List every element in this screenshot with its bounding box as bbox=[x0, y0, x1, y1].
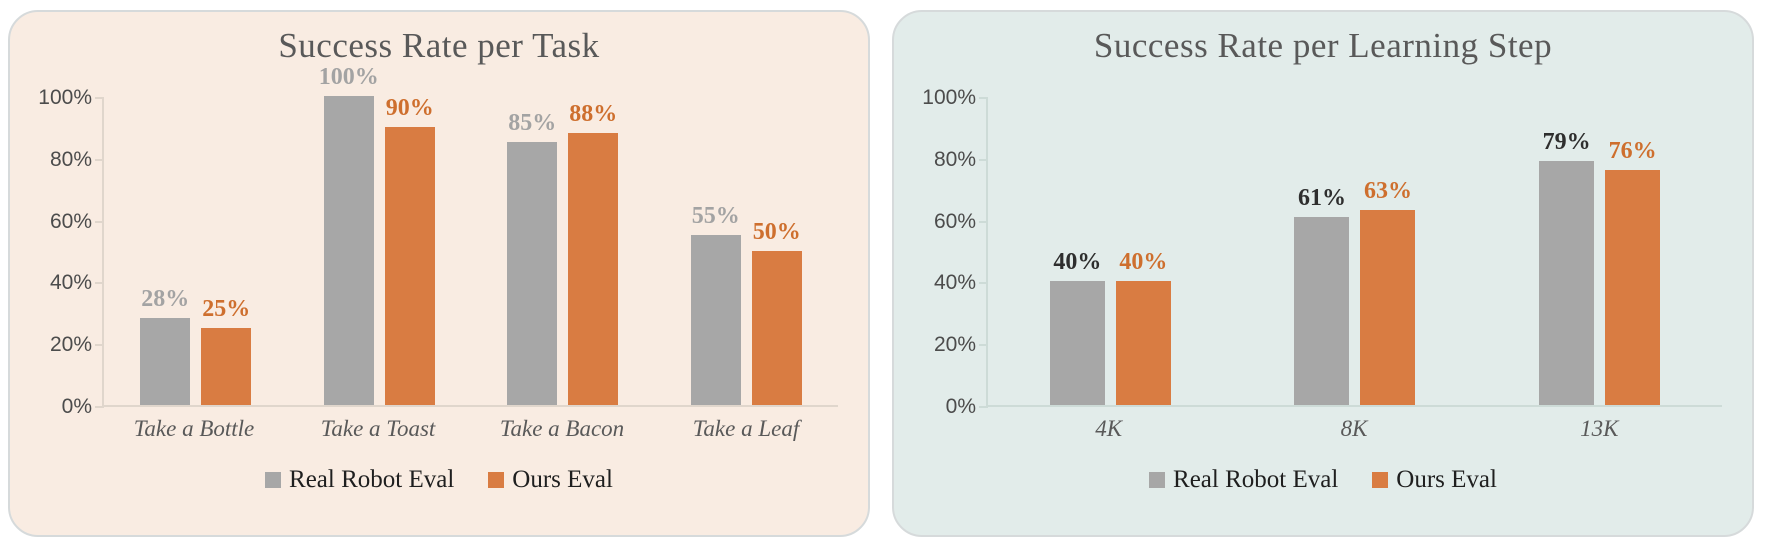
ours-eval-bar: 90% bbox=[384, 95, 435, 405]
legend-item: Ours Eval bbox=[488, 466, 613, 494]
bar-group: 55% 50% bbox=[690, 203, 802, 405]
plot-area: 40% 40% 61% 63% 79% 76% 100% 80% 60% 40% 20% 0% bbox=[922, 86, 1722, 418]
category-axis: 4K 8K 13K bbox=[986, 416, 1722, 442]
category-label: 8K bbox=[1340, 416, 1368, 441]
bar-group: 79% 76% bbox=[1539, 129, 1661, 405]
bar-value-label: 85% bbox=[508, 110, 557, 137]
plot-wrap: 28% 25% 100% 90% 85% 88% 55% 50% 100% 80% 60% 40% 2… bbox=[38, 64, 838, 418]
y-tick-mark bbox=[979, 220, 988, 223]
real-robot-eval-bar: 55% bbox=[690, 203, 741, 405]
y-tick-mark bbox=[95, 282, 104, 285]
bar-value-label: 90% bbox=[385, 94, 434, 121]
legend-label: Real Robot Eval bbox=[1173, 466, 1339, 493]
ours-eval-bar: 63% bbox=[1360, 178, 1416, 405]
bar-value-label: 25% bbox=[202, 295, 251, 322]
bar-group: 28% 25% bbox=[140, 286, 252, 405]
real-robot-eval-legend-swatch bbox=[1149, 472, 1166, 488]
y-tick-mark bbox=[95, 344, 104, 347]
real-robot-eval-bar: 40% bbox=[1049, 249, 1105, 405]
bars: 40% 40% 61% 63% 79% 76% bbox=[988, 98, 1722, 405]
legend: Real Robot Eval Ours Eval bbox=[894, 466, 1752, 494]
ours-eval-legend-swatch bbox=[1372, 472, 1389, 488]
y-tick-label: 80% bbox=[49, 147, 92, 171]
real-robot-eval-bar: 100% bbox=[319, 64, 379, 405]
bar-value-label: 28% bbox=[141, 286, 190, 313]
y-tick-label: 20% bbox=[933, 333, 976, 357]
bar-value-label: 50% bbox=[752, 218, 801, 245]
category-label: Take a Bacon bbox=[499, 416, 625, 441]
y-tick-mark bbox=[979, 282, 988, 285]
category-label: Take a Bottle bbox=[133, 416, 255, 441]
ours-eval-bar: 50% bbox=[751, 219, 802, 405]
y-tick-mark bbox=[979, 406, 988, 408]
category-label: Take a Leaf bbox=[692, 416, 800, 441]
bar-value-label: 100% bbox=[318, 64, 379, 90]
legend-label: Ours Eval bbox=[512, 466, 613, 493]
bar-group: 100% 90% bbox=[319, 64, 435, 405]
y-tick-mark bbox=[95, 97, 104, 99]
y-tick-label: 40% bbox=[933, 271, 976, 295]
chart-title: Success Rate per Learning Step bbox=[1093, 26, 1553, 65]
y-tick-label: 100% bbox=[922, 86, 976, 109]
y-tick-mark bbox=[979, 344, 988, 347]
bar-value-label: 76% bbox=[1608, 138, 1657, 165]
bar-value-label: 61% bbox=[1297, 184, 1346, 211]
y-tick-mark bbox=[95, 158, 104, 161]
y-tick-label: 60% bbox=[933, 209, 976, 233]
y-tick-label: 100% bbox=[38, 86, 92, 109]
legend: Real Robot Eval Ours Eval bbox=[10, 466, 868, 494]
real-robot-eval-bar: 85% bbox=[507, 110, 558, 405]
legend-item: Real Robot Eval bbox=[265, 466, 454, 494]
legend-label: Real Robot Eval bbox=[289, 466, 455, 493]
real-robot-eval-bar: 79% bbox=[1539, 129, 1595, 405]
bar-group: 40% 40% bbox=[1049, 249, 1171, 405]
bar-value-label: 55% bbox=[691, 203, 740, 230]
bar-value-label: 40% bbox=[1053, 249, 1102, 276]
chart-title: Success Rate per Task bbox=[278, 26, 600, 65]
ours-eval-bar: 76% bbox=[1605, 138, 1661, 405]
bar-value-label: 40% bbox=[1119, 249, 1168, 276]
ours-eval-legend-swatch bbox=[488, 472, 505, 488]
y-tick-mark bbox=[979, 97, 988, 99]
category-label: 4K bbox=[1095, 416, 1123, 441]
plot-wrap: 40% 40% 61% 63% 79% 76% 100% 80% 60% 40% 20% 0% bbox=[922, 86, 1722, 418]
y-tick-mark bbox=[979, 158, 988, 161]
category-axis: Take a Bottle Take a Toast Take a Bacon Tak… bbox=[102, 416, 838, 442]
legend-label: Ours Eval bbox=[1396, 466, 1497, 493]
legend-item: Real Robot Eval bbox=[1149, 466, 1338, 494]
bars: 28% 25% 100% 90% 85% 88% 55% 50% bbox=[104, 64, 838, 405]
category-label: 13K bbox=[1580, 416, 1619, 441]
y-tick-label: 80% bbox=[933, 147, 976, 171]
real-robot-eval-bar: 61% bbox=[1294, 185, 1350, 405]
task-success-chart-panel: Success Rate per Task 28% 25% 100% 90% 85% 88… bbox=[8, 10, 870, 537]
y-tick-mark bbox=[95, 220, 104, 223]
ours-eval-bar: 25% bbox=[201, 296, 252, 405]
y-tick-label: 0% bbox=[61, 395, 92, 418]
real-robot-eval-bar: 28% bbox=[140, 286, 191, 405]
bar-group: 85% 88% bbox=[507, 101, 619, 405]
ours-eval-bar: 40% bbox=[1115, 249, 1171, 405]
y-tick-mark bbox=[95, 406, 104, 408]
bar-value-label: 88% bbox=[569, 101, 618, 128]
legend-item: Ours Eval bbox=[1372, 466, 1497, 494]
learning-step-chart-panel: Success Rate per Learning Step 40% 40% 61%… bbox=[892, 10, 1754, 537]
real-robot-eval-legend-swatch bbox=[265, 472, 282, 488]
bar-value-label: 63% bbox=[1363, 178, 1412, 205]
category-label: Take a Toast bbox=[320, 416, 436, 441]
y-tick-label: 20% bbox=[49, 333, 92, 357]
y-tick-label: 60% bbox=[49, 209, 92, 233]
ours-eval-bar: 88% bbox=[568, 101, 619, 405]
plot-area: 28% 25% 100% 90% 85% 88% 55% 50% 100% 80% 60% 40% 2… bbox=[38, 64, 838, 418]
y-tick-label: 40% bbox=[49, 271, 92, 295]
bar-group: 61% 63% bbox=[1294, 178, 1416, 405]
bar-value-label: 79% bbox=[1542, 128, 1591, 155]
y-tick-label: 0% bbox=[945, 395, 976, 418]
